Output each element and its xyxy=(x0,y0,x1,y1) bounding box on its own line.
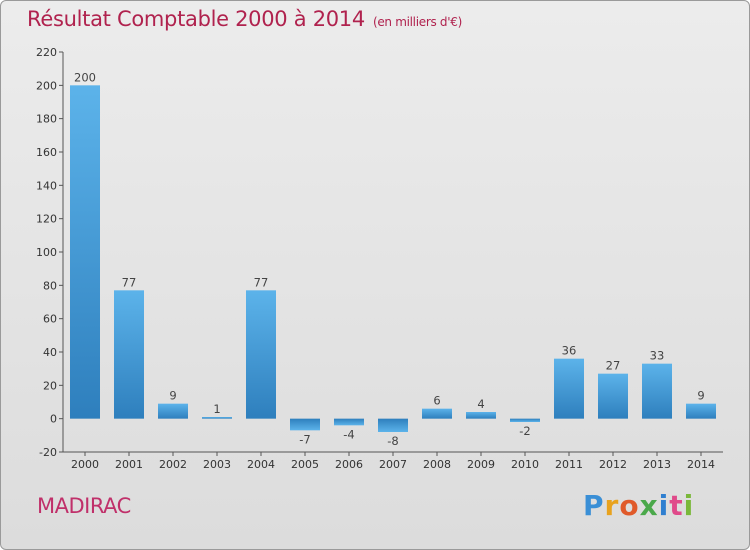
logo-letter: i xyxy=(658,489,670,522)
title-text: Résultat Comptable 2000 à 2014 xyxy=(27,7,365,31)
x-tick-label: 2011 xyxy=(555,458,583,471)
bar-2004 xyxy=(246,290,276,419)
x-tick-label: 2006 xyxy=(335,458,363,471)
x-tick-label: 2004 xyxy=(247,458,275,471)
logo-letter: r xyxy=(604,489,620,522)
proxiti-logo: Proxiti xyxy=(583,489,694,522)
x-tick-label: 2002 xyxy=(159,458,187,471)
y-tick-label: 80 xyxy=(43,279,57,292)
x-tick-label: 2008 xyxy=(423,458,451,471)
data-label: -8 xyxy=(387,434,398,448)
data-label: 33 xyxy=(650,349,665,363)
x-tick-label: 2000 xyxy=(71,458,99,471)
bar-2006 xyxy=(334,418,364,426)
bar-2013 xyxy=(642,363,672,419)
data-label: 27 xyxy=(606,359,621,373)
data-label: -7 xyxy=(299,432,310,446)
y-tick-label: 20 xyxy=(43,379,57,392)
data-label: 9 xyxy=(169,389,176,403)
bar-2011 xyxy=(554,358,584,419)
data-label: -4 xyxy=(343,427,354,441)
axes: -20 0 20 40 60 80 100 120 140 160 180 200 220 2000 200… xyxy=(36,46,723,471)
data-label: 1 xyxy=(213,402,220,416)
y-tick-label: 140 xyxy=(36,179,57,192)
data-label: -2 xyxy=(519,424,530,438)
data-labels: 200 77 9 1 77 -7 -4 -8 6 4 -2 36 27 33 9 xyxy=(74,70,705,448)
logo-letter: x xyxy=(639,489,659,522)
y-tick-label: -20 xyxy=(39,446,57,459)
y-tick-label: 180 xyxy=(36,113,57,126)
data-label: 200 xyxy=(74,70,96,84)
data-label: 77 xyxy=(122,275,137,289)
bar-2005 xyxy=(290,418,320,431)
bar-2000 xyxy=(70,85,100,419)
bar-2008 xyxy=(422,408,452,419)
x-tick-label: 2010 xyxy=(511,458,539,471)
bars xyxy=(70,85,716,432)
data-label: 36 xyxy=(562,344,577,358)
bar-2012 xyxy=(598,373,628,419)
logo-letter: P xyxy=(583,489,605,522)
data-label: 77 xyxy=(254,275,269,289)
x-tick-label: 2012 xyxy=(599,458,627,471)
y-tick-label: 120 xyxy=(36,213,57,226)
y-tick-label: 220 xyxy=(36,46,57,59)
bar-2001 xyxy=(114,290,144,419)
x-tick-label: 2009 xyxy=(467,458,495,471)
x-tick-label: 2007 xyxy=(379,458,407,471)
data-label: 6 xyxy=(433,394,440,408)
y-tick-label: 40 xyxy=(43,346,57,359)
x-tick-label: 2003 xyxy=(203,458,231,471)
bar-2009 xyxy=(466,412,496,419)
data-label: 9 xyxy=(697,389,704,403)
y-tick-label: 100 xyxy=(36,246,57,259)
bar-2007 xyxy=(378,418,408,432)
chart-subtitle: (en milliers d'€) xyxy=(372,15,462,29)
logo-letter: t xyxy=(669,489,684,522)
y-tick-label: 60 xyxy=(43,313,57,326)
logo-letter: i xyxy=(683,489,695,522)
bar-2010 xyxy=(510,418,540,422)
bar-2002 xyxy=(158,403,188,419)
y-tick-label: 200 xyxy=(36,79,57,92)
bar-2003 xyxy=(202,417,232,419)
x-tick-label: 2005 xyxy=(291,458,319,471)
y-tick-label: 0 xyxy=(50,413,57,426)
x-tick-label: 2001 xyxy=(115,458,143,471)
bar-2014 xyxy=(686,403,716,419)
town-name: MADIRAC xyxy=(37,494,131,518)
y-tick-label: 160 xyxy=(36,146,57,159)
x-tick-label: 2013 xyxy=(643,458,671,471)
data-label: 4 xyxy=(477,397,484,411)
logo-letter: o xyxy=(619,489,640,522)
x-tick-label: 2014 xyxy=(687,458,715,471)
chart-title: Résultat Comptable 2000 à 2014 (en millie… xyxy=(27,7,462,31)
